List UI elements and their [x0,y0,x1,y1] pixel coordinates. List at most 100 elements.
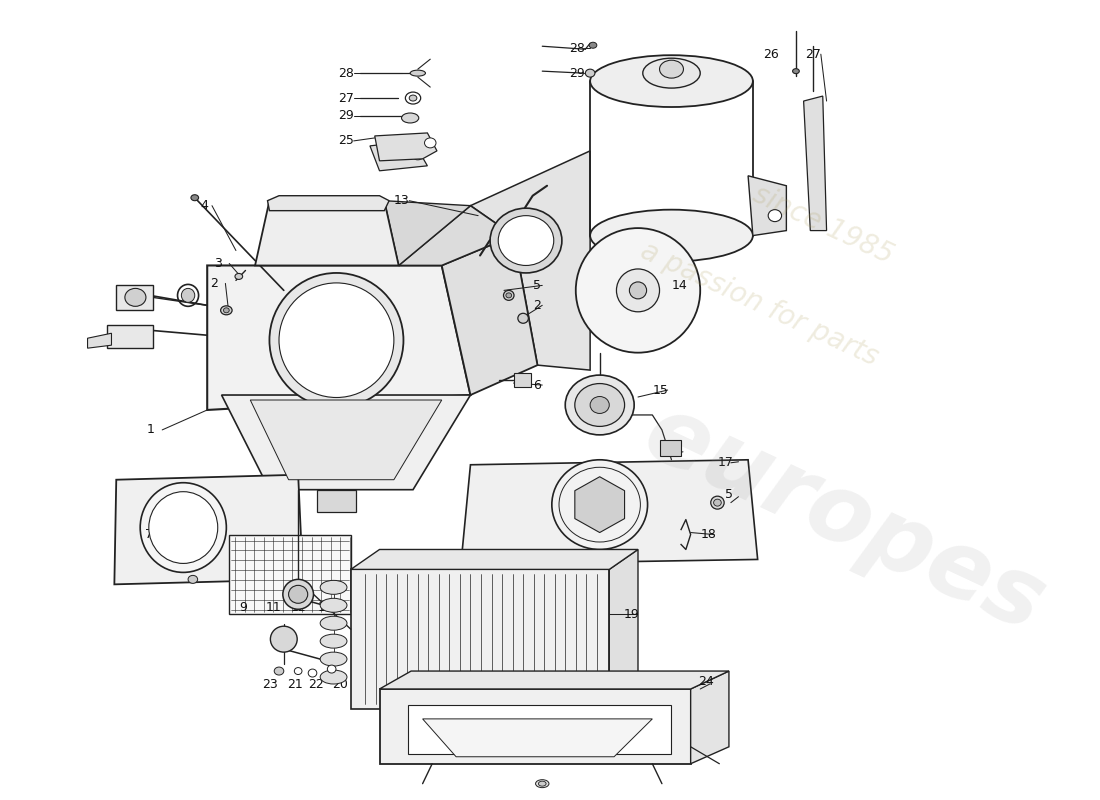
Ellipse shape [504,290,514,300]
Ellipse shape [629,282,647,299]
Polygon shape [207,266,471,410]
Text: 8: 8 [322,491,330,504]
Polygon shape [379,671,729,689]
Polygon shape [379,689,691,764]
Text: 27: 27 [805,48,822,61]
Text: 24: 24 [698,674,714,687]
Ellipse shape [590,55,752,107]
Text: 14: 14 [671,279,688,292]
Polygon shape [375,133,437,161]
Text: 10: 10 [317,601,333,614]
Text: 27: 27 [339,91,354,105]
Text: 19: 19 [624,608,639,621]
Text: 26: 26 [763,48,779,61]
Polygon shape [88,334,111,348]
Ellipse shape [714,499,722,506]
Ellipse shape [274,667,284,675]
Ellipse shape [565,375,635,435]
Polygon shape [107,326,153,348]
Bar [660,440,681,456]
Ellipse shape [320,652,346,666]
Polygon shape [442,235,538,395]
Ellipse shape [283,579,313,610]
Ellipse shape [279,283,394,398]
Ellipse shape [642,58,701,88]
Ellipse shape [768,210,782,222]
Ellipse shape [270,273,404,407]
Ellipse shape [188,575,198,583]
Bar [351,570,609,709]
Polygon shape [691,671,729,764]
Polygon shape [221,395,471,490]
Ellipse shape [590,397,609,414]
Ellipse shape [328,665,336,673]
Text: 15: 15 [652,383,668,397]
Ellipse shape [552,460,648,550]
Ellipse shape [320,634,346,648]
Ellipse shape [538,781,546,786]
Ellipse shape [140,482,227,572]
Text: 3: 3 [213,257,222,270]
Ellipse shape [402,113,419,123]
Bar [229,534,351,614]
Ellipse shape [288,586,308,603]
Ellipse shape [320,616,346,630]
Text: 17: 17 [717,456,734,470]
Ellipse shape [491,208,562,273]
Text: 16: 16 [662,446,678,459]
Ellipse shape [125,288,146,306]
Text: 11: 11 [265,601,282,614]
Ellipse shape [223,308,229,313]
Ellipse shape [308,669,317,677]
Text: 18: 18 [701,528,716,541]
Polygon shape [251,400,442,480]
Text: a passion for parts: a passion for parts [636,237,883,372]
Polygon shape [748,176,786,235]
Text: 21: 21 [287,678,303,690]
Ellipse shape [536,780,549,788]
Ellipse shape [221,306,232,314]
Polygon shape [804,96,826,230]
Polygon shape [267,196,389,210]
Ellipse shape [320,580,346,594]
Text: 7: 7 [145,528,153,541]
Text: 29: 29 [569,66,585,80]
Text: 1: 1 [147,423,155,436]
Bar [317,490,355,512]
Ellipse shape [793,69,800,74]
Ellipse shape [711,496,724,509]
Ellipse shape [660,60,683,78]
Ellipse shape [271,626,297,652]
Ellipse shape [191,194,199,201]
Ellipse shape [320,670,346,684]
Ellipse shape [518,314,528,323]
Polygon shape [609,550,638,709]
Polygon shape [575,477,625,533]
Ellipse shape [506,293,512,298]
Polygon shape [408,705,671,754]
Polygon shape [351,550,638,570]
Text: 2: 2 [210,277,218,290]
Text: 29: 29 [339,110,354,122]
Ellipse shape [295,667,302,674]
Ellipse shape [590,210,752,262]
Ellipse shape [575,383,625,426]
Ellipse shape [182,288,195,302]
Text: 6: 6 [532,378,540,391]
Polygon shape [398,206,514,266]
Text: 23: 23 [262,678,277,690]
Ellipse shape [575,228,701,353]
Text: 22: 22 [308,678,323,690]
Text: 25: 25 [339,134,354,147]
Text: 5: 5 [532,279,541,292]
Bar [514,373,531,387]
Polygon shape [114,474,303,584]
Polygon shape [117,286,153,310]
Polygon shape [422,719,652,757]
Ellipse shape [410,70,426,76]
Text: 13: 13 [394,194,409,207]
Polygon shape [461,460,758,565]
Ellipse shape [590,42,597,48]
Text: 12: 12 [290,601,306,614]
Polygon shape [255,201,398,266]
